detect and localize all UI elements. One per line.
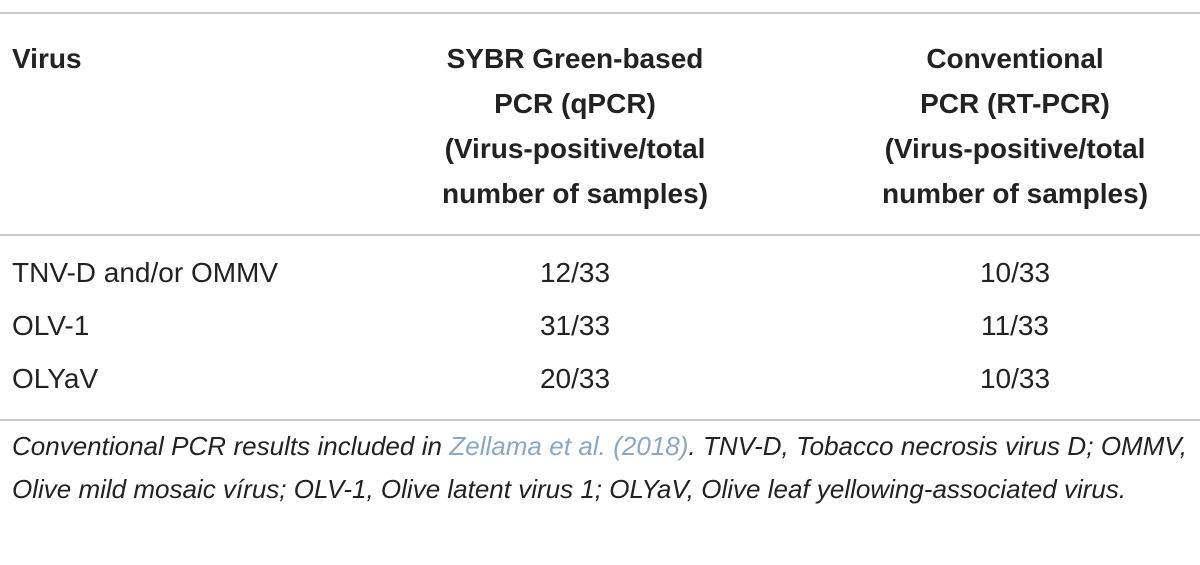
column-header: SYBR Green-based PCR (qPCR) (Virus-positiv…	[380, 13, 770, 235]
table-row: TNV-D and/or OMMV 12/33 10/33	[0, 235, 1200, 299]
header-line: (Virus-positive/total	[444, 133, 706, 164]
column-header: Virus	[0, 13, 380, 235]
table-cell: TNV-D and/or OMMV	[12, 257, 279, 288]
table-row: OLYaV 20/33 10/33	[0, 352, 1200, 420]
table-cell: 10/33	[979, 363, 1051, 394]
data-table: Virus SYBR Green-based PCR (qPCR) (Virus-po…	[0, 12, 1200, 421]
header-line: PCR (RT-PCR)	[920, 88, 1110, 119]
table-cell: 10/33	[979, 257, 1051, 288]
footnote-text: . TNV-D, Tobacco necrosis virus D; OMMV,…	[12, 431, 1188, 504]
column-header: Conventional PCR (RT-PCR) (Virus-positive/…	[770, 13, 1200, 235]
header-line: Virus	[12, 43, 82, 74]
table-cell: 12/33	[539, 257, 611, 288]
header-line: SYBR Green-based	[446, 43, 704, 74]
header-line: number of samples)	[881, 178, 1149, 209]
header-line: number of samples)	[441, 178, 709, 209]
footnote: Conventional PCR results included in Zel…	[12, 425, 1187, 511]
table-cell: OLYaV	[12, 363, 99, 394]
table-row: OLV-1 31/33 11/33	[0, 299, 1200, 352]
citation-link[interactable]: Zellama et al. (2018)	[449, 431, 689, 461]
table-cell: 11/33	[981, 310, 1049, 341]
table-cell: 31/33	[539, 310, 611, 341]
header-line: PCR (qPCR)	[494, 88, 656, 119]
header-row: Virus SYBR Green-based PCR (qPCR) (Virus-po…	[0, 13, 1200, 235]
table-body: TNV-D and/or OMMV 12/33 10/33 OLV-1 31/33 11/…	[0, 235, 1200, 420]
header-line: Conventional	[926, 43, 1104, 74]
table-cell: OLV-1	[12, 310, 90, 341]
header-line: (Virus-positive/total	[884, 133, 1146, 164]
footnote-text: Conventional PCR results included in	[12, 431, 450, 461]
table-cell: 20/33	[539, 363, 611, 394]
